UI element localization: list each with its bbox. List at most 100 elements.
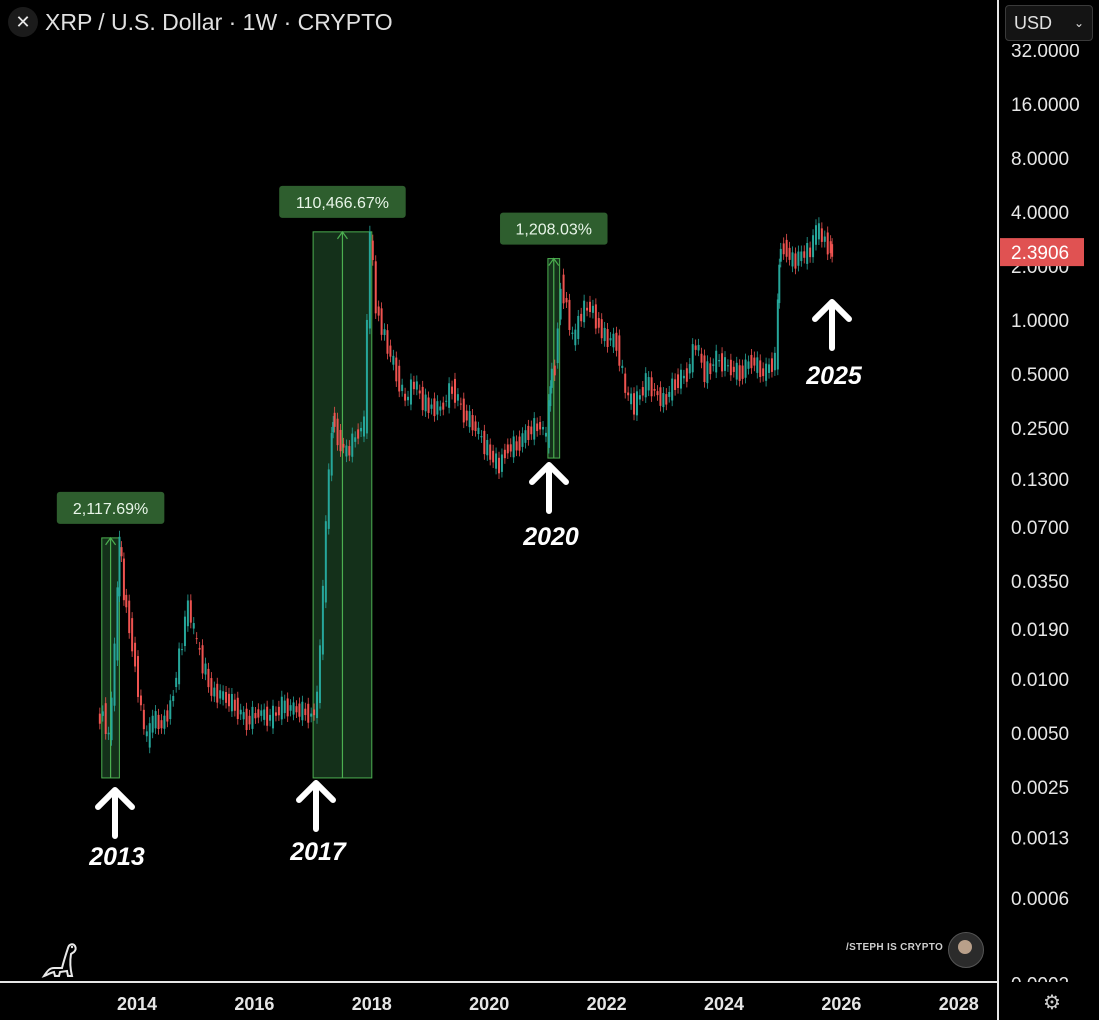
- chart-header: ✕ XRP / U.S. Dollar · 1W · CRYPTO: [0, 0, 990, 44]
- candle-body: [313, 709, 316, 716]
- candle-body: [682, 375, 685, 379]
- price-tick-label: 16.0000: [1011, 95, 1080, 116]
- price-tick-label: 0.0013: [1011, 829, 1069, 850]
- candle-body: [547, 400, 550, 448]
- candle-body: [186, 600, 189, 627]
- candle-body: [794, 253, 797, 269]
- last-price-label: 2.3906: [1011, 243, 1069, 264]
- candle-body: [116, 587, 119, 661]
- candle-body: [744, 359, 747, 378]
- candle-body: [310, 713, 313, 717]
- candle-body: [266, 706, 269, 726]
- time-axis[interactable]: 2014 2016 2018 2020 2022 2024 2026 2028: [0, 983, 998, 1020]
- candle-body: [151, 715, 154, 733]
- candle-body: [553, 365, 556, 376]
- author-avatar-face: [958, 940, 972, 954]
- candle-body: [354, 437, 357, 442]
- candle-body: [759, 360, 762, 377]
- last-price-tag: [1000, 238, 1084, 267]
- candle-body: [439, 406, 442, 411]
- candle-body: [465, 410, 468, 421]
- candle-body: [360, 427, 363, 432]
- candle-body: [442, 402, 445, 410]
- candle-body: [433, 398, 436, 417]
- candle-body: [718, 360, 721, 362]
- up-arrow-icon: [812, 299, 852, 351]
- candle-body: [295, 706, 298, 713]
- candle-body: [668, 391, 671, 397]
- candle-body: [641, 387, 644, 396]
- candle-body: [812, 235, 815, 258]
- candle-body: [762, 368, 765, 377]
- candle-body: [562, 274, 565, 304]
- measurement-label: 1,208.03%: [516, 222, 593, 239]
- measurement-arrowhead: [336, 230, 348, 240]
- measurement-badge: [279, 185, 406, 218]
- candle-body: [321, 585, 324, 655]
- candle-body: [703, 355, 706, 383]
- candle-body: [436, 401, 439, 415]
- candle-body: [139, 695, 142, 706]
- candle-body: [298, 703, 301, 717]
- candle-body: [222, 691, 225, 700]
- candle-body: [336, 418, 339, 446]
- up-arrow-icon: [296, 780, 336, 832]
- price-axis[interactable]: 32.000016.00008.00004.00002.00001.00000.…: [998, 44, 1099, 982]
- candle-body: [154, 711, 157, 729]
- settings-icon[interactable]: ⚙: [1043, 992, 1061, 1014]
- candle-body: [163, 715, 166, 729]
- candle-body: [530, 426, 533, 435]
- candle-body: [542, 426, 545, 430]
- candle-body: [674, 379, 677, 390]
- candle-body: [500, 454, 503, 472]
- candle-body: [332, 422, 335, 433]
- price-tick-label: 0.2500: [1011, 419, 1069, 440]
- price-chart[interactable]: 2,117.69%110,466.67%1,208.03% 2013 201720…: [0, 0, 998, 981]
- candle-body: [559, 288, 562, 320]
- candle-body: [233, 699, 236, 711]
- candle-body: [207, 668, 210, 688]
- currency-value: USD: [1014, 12, 1053, 33]
- candle-body: [122, 558, 125, 601]
- candle-body: [633, 393, 636, 415]
- candle-body: [365, 319, 368, 434]
- price-tick-label: 32.0000: [1011, 44, 1080, 62]
- candle-body: [577, 315, 580, 340]
- candle-body: [571, 332, 574, 334]
- candle-body: [747, 361, 750, 369]
- candle-body: [549, 386, 552, 407]
- candle-body: [809, 247, 812, 258]
- candle-body: [738, 365, 741, 381]
- candle-body: [307, 703, 310, 723]
- candle-body: [515, 441, 518, 451]
- price-tick-label: 0.0350: [1011, 572, 1069, 593]
- candle-body: [292, 702, 295, 715]
- currency-select[interactable]: USD ⌄: [1005, 5, 1093, 41]
- candle-body: [621, 365, 624, 368]
- candle-body: [327, 469, 330, 529]
- candle-body: [333, 412, 336, 427]
- candle-body: [125, 594, 128, 608]
- time-tick-label: 2022: [587, 994, 627, 1014]
- candle-body: [368, 231, 371, 329]
- candle-body: [729, 359, 732, 376]
- candle-body: [371, 240, 374, 261]
- candle-body: [210, 678, 213, 696]
- candle-body: [679, 369, 682, 389]
- candle-body: [659, 387, 662, 406]
- candle-body: [137, 656, 139, 697]
- measurement-arrowhead: [105, 536, 117, 546]
- candle-body: [386, 330, 389, 354]
- candle-body: [260, 710, 263, 716]
- candle-body: [339, 429, 342, 452]
- candle-body: [316, 691, 319, 719]
- price-tick-label: 0.0025: [1011, 778, 1069, 799]
- candle-body: [401, 384, 404, 392]
- symbol-title[interactable]: XRP / U.S. Dollar · 1W · CRYPTO: [45, 9, 393, 35]
- candle-body: [380, 308, 383, 335]
- candle-body: [732, 366, 735, 372]
- candle-body: [415, 381, 418, 390]
- candle-body: [706, 361, 709, 384]
- candle-body: [330, 433, 333, 476]
- candle-body: [277, 706, 280, 716]
